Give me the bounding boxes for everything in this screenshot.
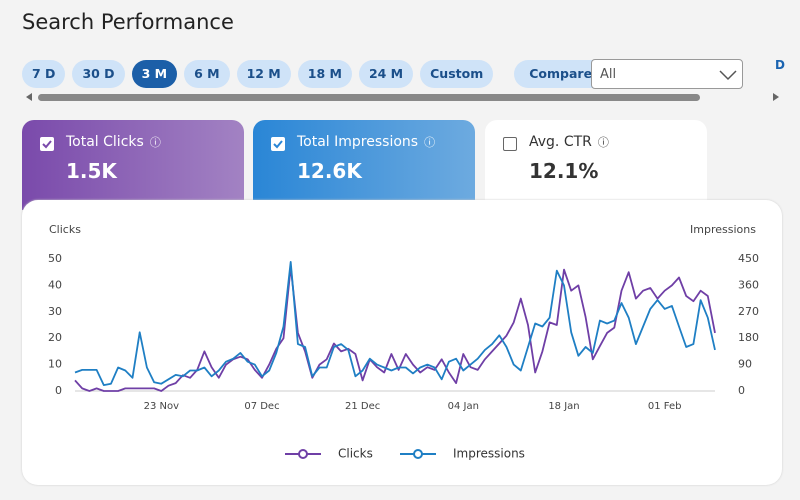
metric-card[interactable]: Avg. CTR ⓘ 12.1%	[485, 120, 707, 210]
x-tick-label: 04 Jan	[448, 401, 479, 412]
card-label: Total Impressions ⓘ	[297, 134, 436, 150]
range-button[interactable]: 3 M	[131, 60, 178, 88]
metric-card[interactable]: Total Impressions ⓘ 12.6K	[253, 120, 475, 210]
y-tick-label: 50	[48, 252, 62, 265]
x-tick-label: 07 Dec	[244, 401, 279, 412]
range-button[interactable]: 30 D	[72, 60, 125, 88]
legend-label: Impressions	[453, 447, 525, 461]
x-tick-label: 18 Jan	[548, 401, 579, 412]
chart-panel	[22, 200, 782, 485]
series-line	[74, 266, 716, 392]
range-button[interactable]: Custom	[420, 60, 494, 88]
y2-tick-label: 180	[738, 331, 759, 344]
range-button[interactable]: 7 D	[22, 60, 66, 88]
dropdown-value: All	[600, 67, 617, 82]
y2-axis-label: Impressions	[690, 223, 756, 236]
check	[273, 140, 283, 149]
chevron	[719, 70, 737, 81]
legend-marker	[413, 449, 423, 459]
series-line	[74, 261, 716, 386]
legend-label: Clicks	[338, 447, 373, 461]
range-button[interactable]: 12 M	[236, 60, 291, 88]
metric-card[interactable]: Total Clicks ⓘ 1.5K	[22, 120, 244, 210]
check	[42, 140, 52, 149]
card-value: 12.1%	[529, 159, 599, 183]
card-value: 1.5K	[66, 159, 117, 183]
y2-tick-label: 450	[738, 252, 759, 265]
x-tick-label: 01 Feb	[648, 401, 682, 412]
range-button[interactable]: 24 M	[358, 60, 414, 88]
scrollbar-thumb[interactable]	[38, 94, 700, 101]
filter-dropdown[interactable]: All	[591, 59, 743, 89]
info-icon: ⓘ	[149, 136, 161, 149]
y-tick-label: 30	[48, 305, 62, 318]
checkbox[interactable]	[271, 137, 285, 151]
card-value: 12.6K	[297, 159, 362, 183]
y2-tick-label: 90	[738, 358, 752, 371]
y-tick-label: 40	[48, 278, 62, 291]
y-tick-label: 20	[48, 331, 62, 344]
info-icon: ⓘ	[424, 136, 436, 149]
range-button[interactable]: 6 M	[184, 60, 230, 88]
checkbox[interactable]	[503, 137, 517, 151]
y-tick-label: 0	[55, 384, 62, 397]
checkbox[interactable]	[40, 137, 54, 151]
card-label: Total Clicks ⓘ	[66, 134, 161, 150]
cut-off-tab[interactable]: D	[775, 58, 785, 72]
y2-tick-label: 270	[738, 305, 759, 318]
range-button[interactable]: 18 M	[297, 60, 352, 88]
page-title: Search Performance	[22, 10, 234, 34]
y2-tick-label: 0	[738, 384, 745, 397]
x-tick-label: 23 Nov	[144, 401, 180, 412]
info-icon: ⓘ	[597, 136, 609, 149]
y2-tick-label: 360	[738, 278, 759, 291]
y-axis-label: Clicks	[49, 223, 81, 236]
y-tick-label: 10	[48, 358, 62, 371]
card-label: Avg. CTR ⓘ	[529, 134, 609, 150]
x-tick-label: 21 Dec	[345, 401, 380, 412]
legend-marker	[298, 449, 308, 459]
